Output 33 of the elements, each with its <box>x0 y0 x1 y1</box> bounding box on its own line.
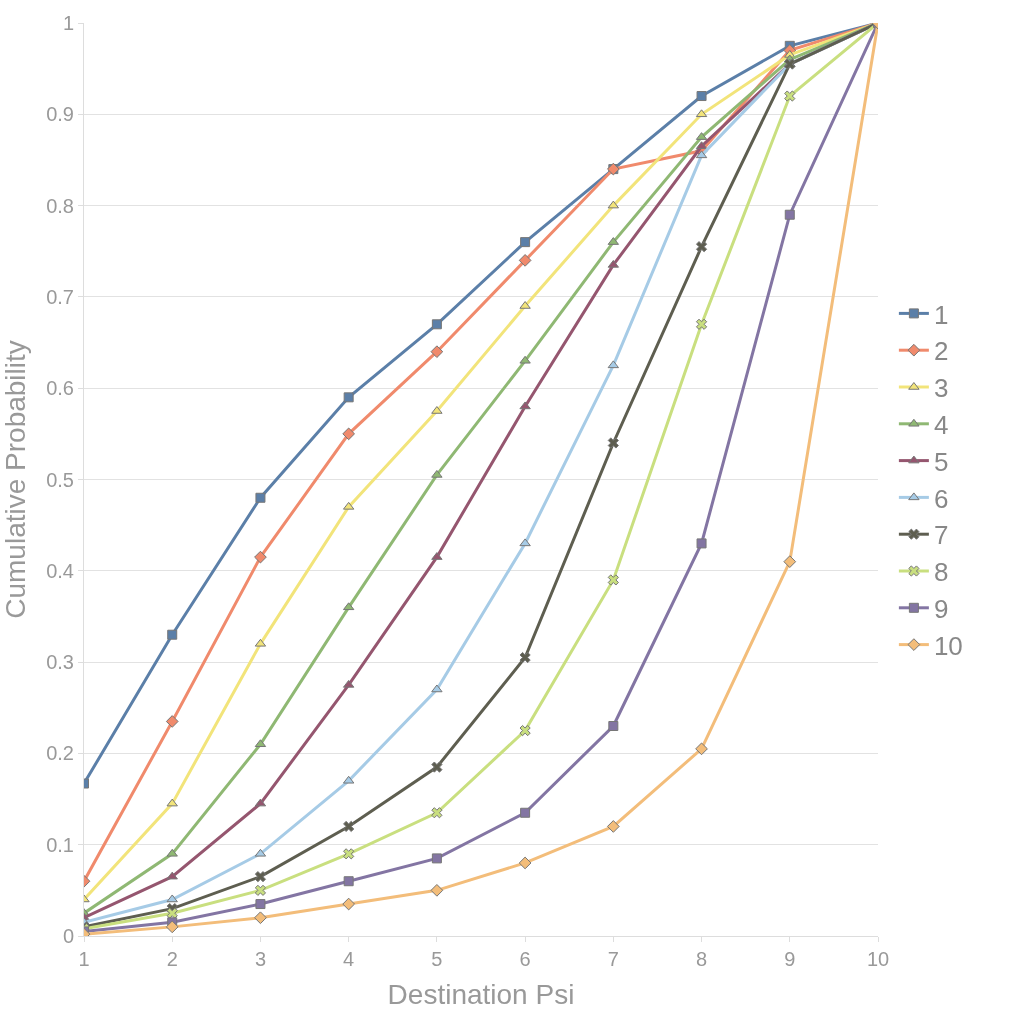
legend-label: 3 <box>933 373 949 404</box>
y-tick-label: 0.3 <box>46 651 74 674</box>
x-tick-label: 1 <box>78 948 90 970</box>
x-tick-label: 5 <box>431 948 443 970</box>
y-tick-label: 0.6 <box>46 377 74 400</box>
x-tick-label: 9 <box>784 948 796 970</box>
legend-label: 4 <box>933 409 949 440</box>
x-axis-title: Destination Psi <box>387 979 575 1011</box>
y-tick-label: 0.5 <box>46 468 74 491</box>
y-tick-label: 0.4 <box>46 559 74 582</box>
y-tick-label: 0.9 <box>46 103 74 126</box>
x-tick-label: 7 <box>607 948 619 970</box>
x-tick-label: 6 <box>519 948 531 970</box>
x-tick-label: 2 <box>166 948 178 970</box>
y-tick-label: 0.1 <box>46 833 74 856</box>
legend-label: 9 <box>933 593 949 624</box>
y-tick-label: 0 <box>62 925 74 947</box>
x-tick-label: 3 <box>254 948 266 970</box>
legend-label: 8 <box>933 557 949 588</box>
legend-label: 1 <box>933 299 949 330</box>
x-tick-label: 4 <box>343 948 355 970</box>
legend-label: 5 <box>933 446 949 477</box>
y-tick-label: 0.8 <box>46 194 74 217</box>
y-tick-label: 0.2 <box>46 742 74 765</box>
y-tick-label: 0.7 <box>46 285 74 308</box>
x-tick-label: 10 <box>866 948 890 970</box>
y-tick-label: 1 <box>62 12 74 34</box>
y-axis-title: Cumulative Probability <box>0 340 31 619</box>
legend-label: 6 <box>933 483 949 514</box>
legend-label: 7 <box>933 520 949 551</box>
legend-label: 2 <box>933 336 949 367</box>
x-tick-label: 8 <box>696 948 708 970</box>
legend-label: 10 <box>933 630 963 661</box>
